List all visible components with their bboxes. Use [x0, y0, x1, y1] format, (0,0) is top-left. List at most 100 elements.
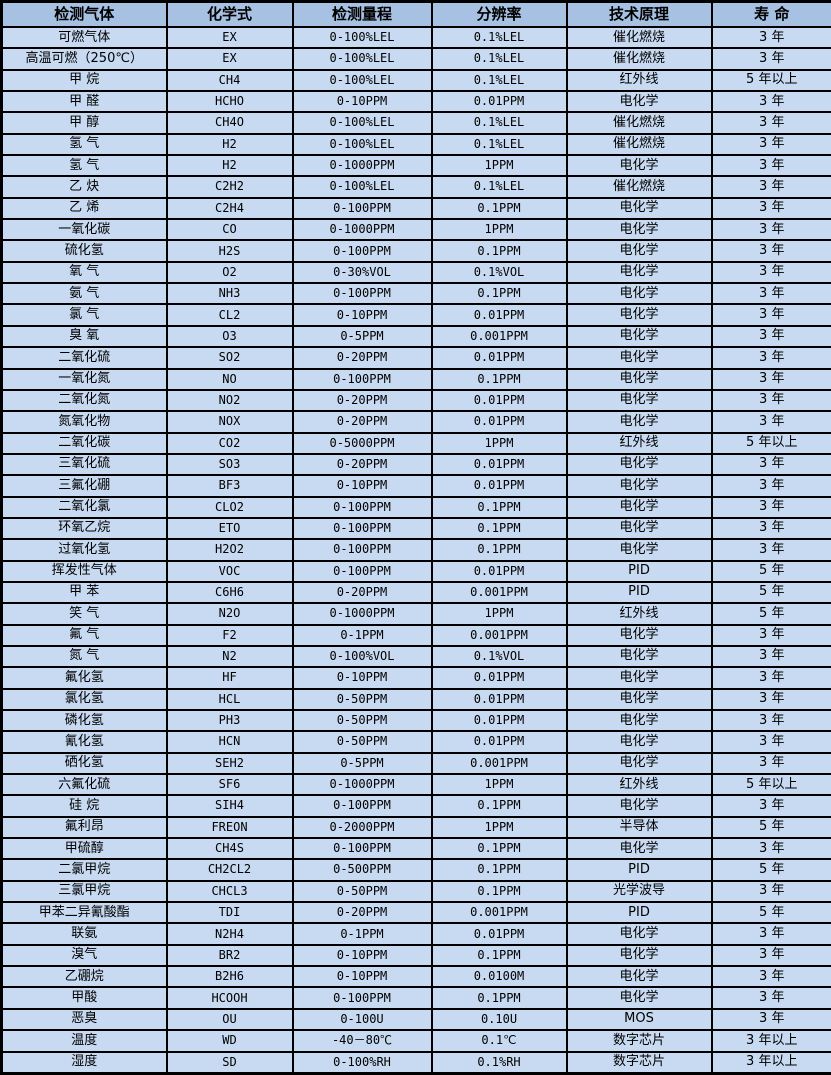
- cell-lifespan: 3 年: [710, 132, 831, 157]
- cell-gas-name: 甲 醛: [0, 90, 168, 114]
- cell-chemical-formula: HCHO: [165, 90, 294, 114]
- cell-technology: 光学波导: [565, 879, 713, 904]
- cell-resolution: 0.1%LEL: [430, 68, 568, 93]
- cell-lifespan: 5 年: [710, 858, 831, 882]
- cell-technology: 红外线: [565, 602, 713, 626]
- table-row: 甲 苯 C6H6 0-20PPM 0.001PPM PID 5 年: [0, 580, 831, 605]
- cell-resolution: 1PPM: [430, 218, 568, 242]
- cell-detection-range: 0-1000PPM: [291, 218, 433, 242]
- table-row: 硅 烷 SIH4 0-100PPM 0.1PPM 电化学 3 年: [0, 794, 831, 818]
- cell-technology: 电化学: [565, 516, 713, 541]
- cell-technology: 半导体: [565, 815, 713, 840]
- table-row: 氨 气 NH3 0-100PPM 0.1PPM 电化学 3 年: [0, 282, 831, 306]
- cell-chemical-formula: H2: [165, 154, 294, 178]
- cell-resolution: 0.01PPM: [430, 922, 568, 946]
- cell-technology: 红外线: [565, 68, 713, 93]
- cell-chemical-formula: N2O: [165, 602, 294, 626]
- cell-technology: 电化学: [565, 986, 713, 1010]
- cell-lifespan: 3 年: [710, 260, 831, 285]
- cell-detection-range: 0-1000PPM: [291, 773, 433, 797]
- cell-gas-name: 三氧化硫: [0, 452, 168, 477]
- cell-lifespan: 3 年: [710, 25, 831, 50]
- cell-technology: 电化学: [565, 474, 713, 498]
- column-header-lifespan: 寿 命: [710, 0, 831, 28]
- table-row: 氧 气 O2 0-30%VOL 0.1%VOL 电化学 3 年: [0, 260, 831, 285]
- cell-detection-range: 0-100PPM: [291, 495, 433, 519]
- cell-detection-range: 0-100PPM: [291, 516, 433, 541]
- cell-detection-range: 0-20PPM: [291, 452, 433, 477]
- cell-chemical-formula: HCN: [165, 730, 294, 754]
- table-row: 氢 气 H2 0-100%LEL 0.1%LEL 催化燃烧 3 年: [0, 132, 831, 157]
- cell-resolution: 1PPM: [430, 602, 568, 626]
- cell-gas-name: 氟 气: [0, 623, 168, 647]
- cell-technology: 电化学: [565, 90, 713, 114]
- cell-technology: 电化学: [565, 751, 713, 776]
- cell-chemical-formula: HCL: [165, 687, 294, 712]
- cell-lifespan: 5 年: [710, 901, 831, 925]
- cell-detection-range: 0-100PPM: [291, 282, 433, 306]
- cell-resolution: 0.01PPM: [430, 687, 568, 712]
- cell-lifespan: 3 年: [710, 986, 831, 1010]
- cell-technology: 电化学: [565, 346, 713, 370]
- cell-detection-range: 0-100%LEL: [291, 132, 433, 157]
- cell-resolution: 0.01PPM: [430, 666, 568, 690]
- cell-lifespan: 3 年: [710, 687, 831, 712]
- cell-detection-range: 0-100U: [291, 1007, 433, 1032]
- cell-chemical-formula: PH3: [165, 708, 294, 733]
- table-row: 三氟化硼 BF3 0-10PPM 0.01PPM 电化学 3 年: [0, 474, 831, 498]
- cell-gas-name: 甲苯二异氰酸酯: [0, 901, 168, 925]
- cell-resolution: 0.1PPM: [430, 516, 568, 541]
- cell-detection-range: 0-1PPM: [291, 623, 433, 647]
- cell-resolution: 0.1PPM: [430, 196, 568, 221]
- cell-chemical-formula: C2H2: [165, 175, 294, 199]
- table-row: 湿度 SD 0-100%RH 0.1%RH 数字芯片 3 年以上: [0, 1050, 831, 1075]
- cell-chemical-formula: CLO2: [165, 495, 294, 519]
- cell-detection-range: 0-5PPM: [291, 751, 433, 776]
- cell-technology: 电化学: [565, 303, 713, 327]
- cell-chemical-formula: NH3: [165, 282, 294, 306]
- cell-detection-range: 0-50PPM: [291, 708, 433, 733]
- cell-technology: 催化燃烧: [565, 25, 713, 50]
- cell-chemical-formula: WD: [165, 1029, 294, 1053]
- cell-chemical-formula: CH4: [165, 68, 294, 93]
- cell-lifespan: 3 年: [710, 965, 831, 989]
- cell-technology: 电化学: [565, 666, 713, 690]
- cell-technology: 红外线: [565, 431, 713, 455]
- cell-technology: 电化学: [565, 367, 713, 391]
- cell-chemical-formula: CL2: [165, 303, 294, 327]
- cell-lifespan: 3 年: [710, 452, 831, 477]
- table-row: 氯 气 CL2 0-10PPM 0.01PPM 电化学 3 年: [0, 303, 831, 327]
- cell-technology: 催化燃烧: [565, 175, 713, 199]
- cell-resolution: 0.01PPM: [430, 388, 568, 413]
- cell-chemical-formula: BF3: [165, 474, 294, 498]
- table-body: 可燃气体 EX 0-100%LEL 0.1%LEL 催化燃烧 3 年高温可燃（250℃） E…: [0, 25, 831, 1075]
- table-row: 过氧化氢 H2O2 0-100PPM 0.1PPM 电化学 3 年: [0, 538, 831, 562]
- cell-resolution: 1PPM: [430, 773, 568, 797]
- table-row: 乙硼烷 B2H6 0-10PPM 0.0100M 电化学 3 年: [0, 965, 831, 989]
- cell-lifespan: 5 年以上: [710, 431, 831, 455]
- cell-technology: 电化学: [565, 965, 713, 989]
- cell-gas-name: 恶臭: [0, 1007, 168, 1032]
- table-row: 联氨 N2H4 0-1PPM 0.01PPM 电化学 3 年: [0, 922, 831, 946]
- cell-technology: 电化学: [565, 943, 713, 968]
- cell-gas-name: 氢 气: [0, 154, 168, 178]
- cell-chemical-formula: SF6: [165, 773, 294, 797]
- cell-gas-name: 甲硫醇: [0, 837, 168, 861]
- cell-gas-name: 乙 炔: [0, 175, 168, 199]
- cell-technology: 电化学: [565, 837, 713, 861]
- cell-chemical-formula: SIH4: [165, 794, 294, 818]
- cell-chemical-formula: NO: [165, 367, 294, 391]
- table-row: 三氯甲烷 CHCL3 0-50PPM 0.1PPM 光学波导 3 年: [0, 879, 831, 904]
- cell-gas-name: 笑 气: [0, 602, 168, 626]
- cell-resolution: 0.01PPM: [430, 90, 568, 114]
- cell-chemical-formula: CH4O: [165, 111, 294, 135]
- cell-detection-range: 0-100%LEL: [291, 175, 433, 199]
- table-row: 硫化氢 H2S 0-100PPM 0.1PPM 电化学 3 年: [0, 239, 831, 263]
- cell-gas-name: 磷化氢: [0, 708, 168, 733]
- header-row: 检测气体 化学式 检测量程 分辨率 技术原理寿 命: [0, 0, 831, 28]
- cell-technology: 电化学: [565, 687, 713, 712]
- cell-chemical-formula: CH4S: [165, 837, 294, 861]
- cell-gas-name: 一氧化氮: [0, 367, 168, 391]
- cell-lifespan: 3 年: [710, 538, 831, 562]
- cell-lifespan: 3 年: [710, 218, 831, 242]
